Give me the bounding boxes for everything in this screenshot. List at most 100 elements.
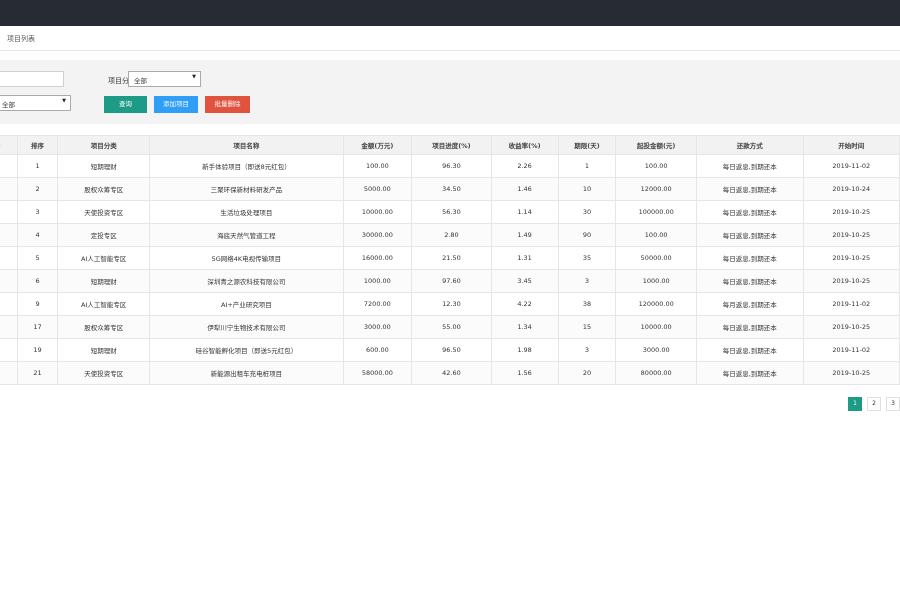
table-row[interactable]: 019短期理财硅谷智能孵化项目（即送5元红包）600.0096.501.9833… bbox=[0, 338, 900, 362]
category-label: 项目分类 bbox=[108, 77, 136, 85]
table-cell: 96.30 bbox=[411, 154, 492, 178]
table-cell: 2019-10-24 bbox=[802, 177, 900, 201]
column-header: 还款方式 bbox=[695, 135, 804, 155]
project-table-wrapper: 编号排序项目分类项目名称金额(万元)项目进度(%)收益率(%)期限(天)起投金额… bbox=[0, 135, 900, 385]
table-cell: 1 bbox=[0, 292, 18, 316]
table-row[interactable]: 14定投专区海底天然气管道工程30000.002.801.4990100.00每… bbox=[0, 223, 900, 247]
page-button[interactable]: 3 bbox=[886, 397, 900, 411]
table-cell: 3 bbox=[557, 338, 617, 362]
table-header-row: 编号排序项目分类项目名称金额(万元)项目进度(%)收益率(%)期限(天)起投金额… bbox=[0, 135, 900, 155]
table-cell: 每日返息,到期还本 bbox=[695, 361, 804, 385]
table-cell: 短期理财 bbox=[57, 338, 151, 362]
table-row[interactable]: 81短期理财新手体验项目（即送8元红包）100.0096.302.261100.… bbox=[0, 154, 900, 178]
filter-panel: 项目分类 全部 ▼ 全部 ▼ 查询 添加项目 批量删除 bbox=[0, 60, 900, 124]
table-row[interactable]: 19AI人工智能专区AI+产业研究项目7200.0012.304.2238120… bbox=[0, 292, 900, 316]
table-cell: 5000.00 bbox=[342, 177, 413, 201]
table-cell: 5G网络4K电视传输项目 bbox=[149, 246, 344, 270]
table-row[interactable]: 617股权众筹专区伊犁川宁生物技术有限公司3000.0055.001.34151… bbox=[0, 315, 900, 339]
table-cell: 短期理财 bbox=[57, 154, 151, 178]
batch-delete-button[interactable]: 批量删除 bbox=[205, 96, 250, 113]
table-row[interactable]: 96短期理财深圳青之源农科技有限公司1000.0097.603.4531000.… bbox=[0, 269, 900, 293]
table-cell: 每日返息,到期还本 bbox=[695, 200, 804, 224]
table-cell: 4.22 bbox=[490, 292, 559, 316]
column-header: 起投金额(元) bbox=[615, 135, 697, 155]
table-cell: 9 bbox=[16, 292, 59, 316]
table-cell: 天使投资专区 bbox=[57, 361, 151, 385]
table-cell: 20 bbox=[557, 361, 617, 385]
table-cell: 2019-10-25 bbox=[802, 361, 900, 385]
breadcrumb: 项目列表 bbox=[7, 35, 35, 43]
table-cell: 7200.00 bbox=[342, 292, 413, 316]
column-header: 项目名称 bbox=[149, 135, 344, 155]
table-cell: 17 bbox=[16, 315, 59, 339]
table-cell: 80000.00 bbox=[615, 361, 697, 385]
dropdown-arrow-icon: ▼ bbox=[62, 98, 66, 104]
table-cell: 21 bbox=[16, 361, 59, 385]
table-cell: 56.30 bbox=[411, 200, 492, 224]
table-cell: 12.30 bbox=[411, 292, 492, 316]
table-cell: 600.00 bbox=[342, 338, 413, 362]
table-cell: 1.56 bbox=[490, 361, 559, 385]
table-cell: 2019-11-02 bbox=[802, 154, 900, 178]
add-project-button[interactable]: 添加项目 bbox=[154, 96, 198, 113]
table-cell: 6 bbox=[16, 269, 59, 293]
table-cell: 1000.00 bbox=[615, 269, 697, 293]
query-button[interactable]: 查询 bbox=[104, 96, 147, 113]
table-cell: 2019-10-25 bbox=[802, 246, 900, 270]
secondary-select[interactable]: 全部 ▼ bbox=[0, 95, 71, 111]
table-cell: 1.49 bbox=[490, 223, 559, 247]
column-header: 项目进度(%) bbox=[411, 135, 492, 155]
table-cell: 55.00 bbox=[411, 315, 492, 339]
table-cell: 2019-10-25 bbox=[802, 223, 900, 247]
category-select[interactable]: 全部 ▼ bbox=[128, 71, 201, 87]
column-header: 编号 bbox=[0, 135, 18, 155]
table-cell: 伊犁川宁生物技术有限公司 bbox=[149, 315, 344, 339]
table-cell: 3000.00 bbox=[615, 338, 697, 362]
table-cell: 1.98 bbox=[490, 338, 559, 362]
table-cell: 96.50 bbox=[411, 338, 492, 362]
table-cell: 天使投资专区 bbox=[57, 200, 151, 224]
table-cell: 1.31 bbox=[490, 246, 559, 270]
table-cell: 短期理财 bbox=[57, 269, 151, 293]
table-cell: 4 bbox=[16, 223, 59, 247]
table-cell: 股权众筹专区 bbox=[57, 177, 151, 201]
table-cell: 3 bbox=[557, 269, 617, 293]
column-header: 项目分类 bbox=[57, 135, 151, 155]
table-cell: 1 bbox=[16, 154, 59, 178]
table-cell: 每日返息,到期还本 bbox=[695, 269, 804, 293]
table-cell: 2019-10-25 bbox=[802, 200, 900, 224]
table-cell: 每日返息,到期还本 bbox=[695, 338, 804, 362]
table-cell: 股权众筹专区 bbox=[57, 315, 151, 339]
secondary-select-value: 全部 bbox=[2, 101, 15, 109]
table-cell: 2019-11-02 bbox=[802, 292, 900, 316]
page-button[interactable]: 2 bbox=[867, 397, 881, 411]
table-cell: 深圳青之源农科技有限公司 bbox=[149, 269, 344, 293]
search-input[interactable] bbox=[0, 71, 64, 87]
column-header: 收益率(%) bbox=[490, 135, 559, 155]
table-cell: 海底天然气管道工程 bbox=[149, 223, 344, 247]
table-cell: 每日返息,到期还本 bbox=[695, 223, 804, 247]
table-cell: 每日返息,到期还本 bbox=[695, 315, 804, 339]
table-row[interactable]: 921天使投资专区新能源出租车充电桩项目58000.0042.601.56208… bbox=[0, 361, 900, 385]
table-cell: 2 bbox=[16, 177, 59, 201]
table-cell: 每日返息,到期还本 bbox=[695, 246, 804, 270]
column-header: 期限(天) bbox=[557, 135, 617, 155]
table-cell: 1.34 bbox=[490, 315, 559, 339]
category-select-value: 全部 bbox=[134, 77, 147, 85]
table-cell: 2.26 bbox=[490, 154, 559, 178]
table-cell: 硅谷智能孵化项目（即送5元红包） bbox=[149, 338, 344, 362]
table-cell: 30 bbox=[557, 200, 617, 224]
table-cell: 100.00 bbox=[615, 154, 697, 178]
table-cell: 42.60 bbox=[411, 361, 492, 385]
table-cell: 100000.00 bbox=[615, 200, 697, 224]
table-cell: 10000.00 bbox=[342, 200, 413, 224]
table-cell: 97.60 bbox=[411, 269, 492, 293]
table-cell: 定投专区 bbox=[57, 223, 151, 247]
page-button[interactable]: 1 bbox=[848, 397, 862, 411]
table-cell: 30000.00 bbox=[342, 223, 413, 247]
table-row[interactable]: 22股权众筹专区三聚环保新材料研发产品5000.0034.501.4610120… bbox=[0, 177, 900, 201]
table-row[interactable]: 63天使投资专区生活垃圾处理项目10000.0056.301.143010000… bbox=[0, 200, 900, 224]
table-cell: 5 bbox=[16, 246, 59, 270]
table-row[interactable]: 75AI人工智能专区5G网络4K电视传输项目16000.0021.501.313… bbox=[0, 246, 900, 270]
table-cell: 9 bbox=[0, 269, 18, 293]
